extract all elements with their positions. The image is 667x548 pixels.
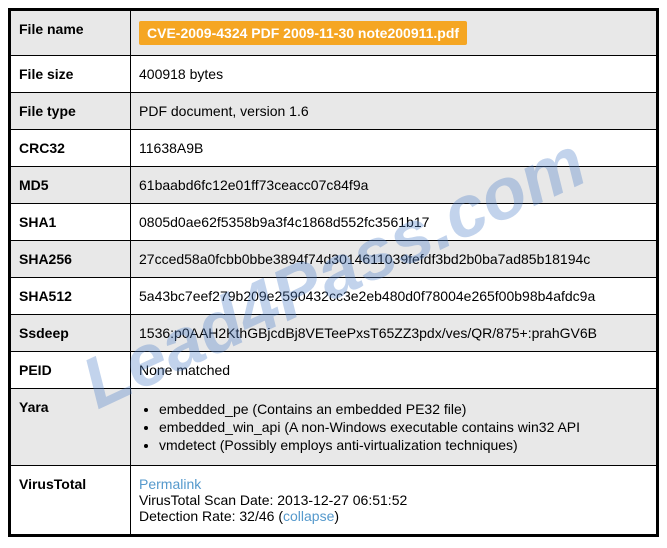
scan-date-label: VirusTotal Scan Date: (139, 492, 277, 508)
label-sha1: SHA1 (11, 204, 131, 241)
list-item: embedded_win_api (A non-Windows executab… (159, 419, 648, 435)
value-file-name: CVE-2009-4324 PDF 2009-11-30 note200911.… (131, 11, 657, 56)
label-crc32: CRC32 (11, 130, 131, 167)
collapse-link[interactable]: collapse (283, 508, 334, 524)
detection-label: Detection Rate: (139, 508, 239, 524)
filename-badge: CVE-2009-4324 PDF 2009-11-30 note200911.… (139, 21, 467, 45)
scan-date-value: 2013-12-27 06:51:52 (277, 492, 407, 508)
label-yara: Yara (11, 389, 131, 466)
label-peid: PEID (11, 352, 131, 389)
detection-rate-value: 32/46 (239, 508, 274, 524)
value-file-type: PDF document, version 1.6 (131, 93, 657, 130)
value-crc32: 11638A9B (131, 130, 657, 167)
label-ssdeep: Ssdeep (11, 315, 131, 352)
file-analysis-table: File name CVE-2009-4324 PDF 2009-11-30 n… (8, 8, 659, 537)
value-md5: 61baabd6fc12e01ff73ceacc07c84f9a (131, 167, 657, 204)
value-ssdeep: 1536:p0AAH2KthGBjcdBj8VETeePxsT65ZZ3pdx/… (131, 315, 657, 352)
label-sha512: SHA512 (11, 278, 131, 315)
list-item: vmdetect (Possibly employs anti-virtuali… (159, 437, 648, 453)
value-peid: None matched (131, 352, 657, 389)
value-yara: embedded_pe (Contains an embedded PE32 f… (131, 389, 657, 466)
permalink-link[interactable]: Permalink (139, 476, 201, 492)
label-sha256: SHA256 (11, 241, 131, 278)
yara-list: embedded_pe (Contains an embedded PE32 f… (139, 401, 648, 453)
label-file-size: File size (11, 56, 131, 93)
label-md5: MD5 (11, 167, 131, 204)
value-sha256: 27cced58a0fcbb0bbe3894f74d3014611039fefd… (131, 241, 657, 278)
list-item: embedded_pe (Contains an embedded PE32 f… (159, 401, 648, 417)
value-sha512: 5a43bc7eef279b209e2590432cc3e2eb480d0f78… (131, 278, 657, 315)
label-file-name: File name (11, 11, 131, 56)
value-sha1: 0805d0ae62f5358b9a3f4c1868d552fc3561b17 (131, 204, 657, 241)
value-file-size: 400918 bytes (131, 56, 657, 93)
label-file-type: File type (11, 93, 131, 130)
label-virustotal: VirusTotal (11, 466, 131, 535)
value-virustotal: Permalink VirusTotal Scan Date: 2013-12-… (131, 466, 657, 535)
